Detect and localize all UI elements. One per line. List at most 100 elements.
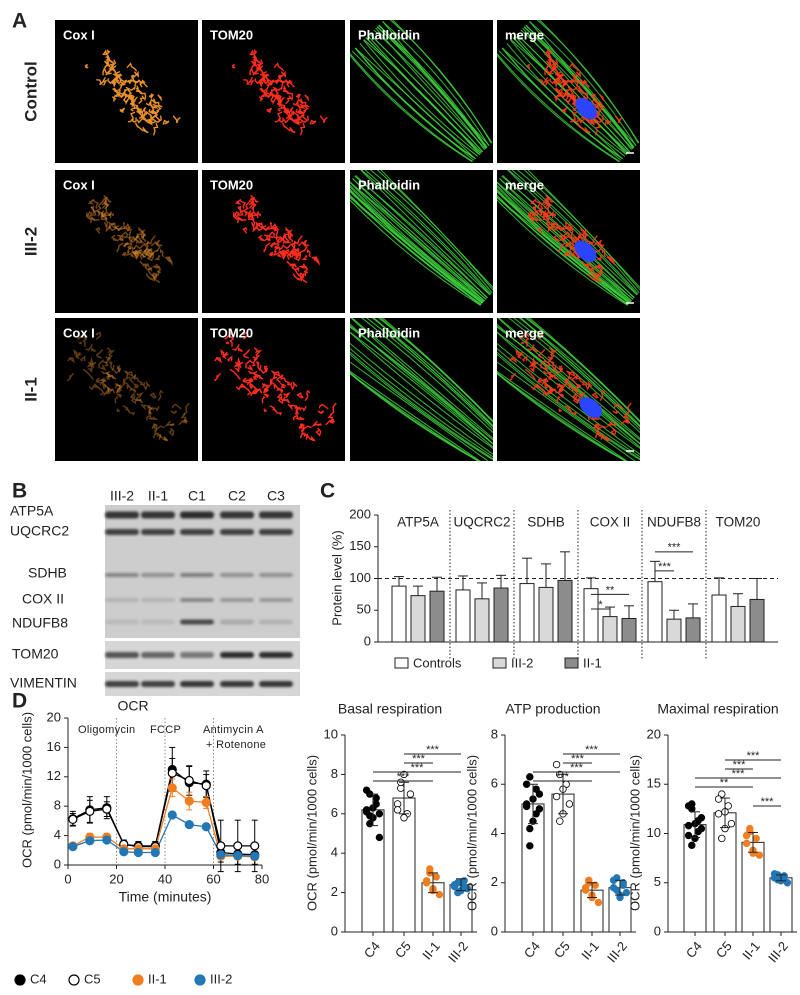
cox-signal <box>112 96 117 102</box>
cox-signal <box>116 242 124 253</box>
mito-signal <box>570 92 577 98</box>
tom20-signal <box>270 86 278 94</box>
y-tick-label: 0 <box>331 923 338 938</box>
tom20-signal <box>250 384 257 396</box>
legend-label: C5 <box>84 971 101 986</box>
tom20-signal <box>292 414 299 421</box>
panel-label: D <box>12 690 27 713</box>
tom20-signal <box>299 432 306 439</box>
tom20-signal <box>298 263 307 269</box>
nucleus <box>579 397 603 418</box>
tom20-signal <box>304 389 311 401</box>
cox-signal <box>95 331 102 340</box>
tom20-signal <box>242 349 250 359</box>
cox-signal <box>116 231 129 237</box>
mito-signal <box>547 56 553 62</box>
mito-signal <box>575 70 582 78</box>
significance-label: *** <box>747 750 761 762</box>
mito-signal <box>559 79 569 92</box>
cox-signal <box>156 433 162 438</box>
cox-signal <box>122 405 130 412</box>
cox-signal <box>159 248 164 257</box>
cox-signal <box>107 386 115 394</box>
cox-signal <box>178 418 187 426</box>
tom20-signal <box>276 237 286 244</box>
mito-signal <box>571 387 579 393</box>
cox-signal <box>86 211 93 218</box>
cox-signal <box>136 117 147 124</box>
mito-signal <box>595 424 600 434</box>
blot-band <box>180 573 214 577</box>
x-tick-label: 0 <box>64 871 71 886</box>
actin-fiber <box>520 318 640 428</box>
y-axis-label: OCR (pmol/min/1000 cells) <box>19 712 34 868</box>
mito-signal <box>591 392 599 399</box>
chart-title: Basal respiration <box>338 701 442 717</box>
mito-signal <box>547 68 555 75</box>
tom20-signal <box>259 96 264 102</box>
actin-fiber <box>352 178 487 300</box>
actin-fiber <box>516 33 630 152</box>
cox-signal <box>126 85 137 94</box>
mito-signal <box>601 248 606 257</box>
cox-signal <box>168 427 175 437</box>
data-point <box>250 841 260 851</box>
chart-title: Maximal respiration <box>657 701 778 717</box>
panel-label: C <box>320 480 335 503</box>
mito-signal <box>552 63 559 73</box>
cox-signal <box>117 236 123 242</box>
cox-signal <box>110 234 118 242</box>
cox-signal <box>135 399 144 404</box>
cox-signal <box>135 396 142 402</box>
y-tick-label: 12 <box>47 768 61 783</box>
cox-signal <box>73 348 80 359</box>
mito-signal <box>566 370 573 381</box>
tom20-signal <box>272 382 279 390</box>
blot-band <box>180 652 214 658</box>
actin-fiber <box>359 43 478 157</box>
injection-label: + Rotenone <box>206 739 266 751</box>
tom20-signal <box>286 382 293 386</box>
tom20-signal <box>292 249 306 257</box>
data-point <box>780 872 788 880</box>
mito-signal <box>550 361 556 371</box>
tom20-signal <box>259 88 266 98</box>
tom20-signal <box>304 270 308 277</box>
bar <box>583 588 599 643</box>
tom20-signal <box>298 114 308 122</box>
tom20-signal <box>257 234 265 242</box>
mito-signal <box>552 234 560 242</box>
mito-signal <box>570 373 578 383</box>
mito-signal <box>604 119 612 125</box>
data-point <box>594 898 603 907</box>
tom20-signal <box>269 242 276 247</box>
tom20-signal <box>237 217 247 224</box>
data-point <box>535 790 544 798</box>
y-tick-label: 50 <box>357 602 371 617</box>
tom20-signal <box>277 392 283 398</box>
cox-signal <box>104 60 111 67</box>
y-tick-label: 0 <box>364 633 371 648</box>
tom20-signal <box>241 383 252 396</box>
cox-signal <box>130 395 137 405</box>
cox-signal <box>119 107 126 113</box>
cox-signal <box>156 265 161 273</box>
legend-swatch <box>492 657 507 669</box>
cox-signal <box>98 197 107 206</box>
micrograph: Phalloidin <box>350 20 493 163</box>
mito-signal <box>537 331 544 340</box>
actin-fiber <box>497 194 629 305</box>
mito-signal <box>537 227 543 234</box>
micrograph: Phalloidin <box>350 170 493 313</box>
mito-signal <box>558 408 562 412</box>
cox-signal <box>105 374 117 380</box>
data-point <box>552 792 561 801</box>
actin-fiber <box>350 190 483 304</box>
mito-signal <box>559 387 564 393</box>
cox-signal <box>149 104 159 109</box>
data-point <box>216 850 226 860</box>
micrograph-background <box>55 170 198 313</box>
tom20-signal <box>299 109 306 119</box>
significance-label: *** <box>658 561 672 573</box>
mito-signal <box>567 382 574 390</box>
